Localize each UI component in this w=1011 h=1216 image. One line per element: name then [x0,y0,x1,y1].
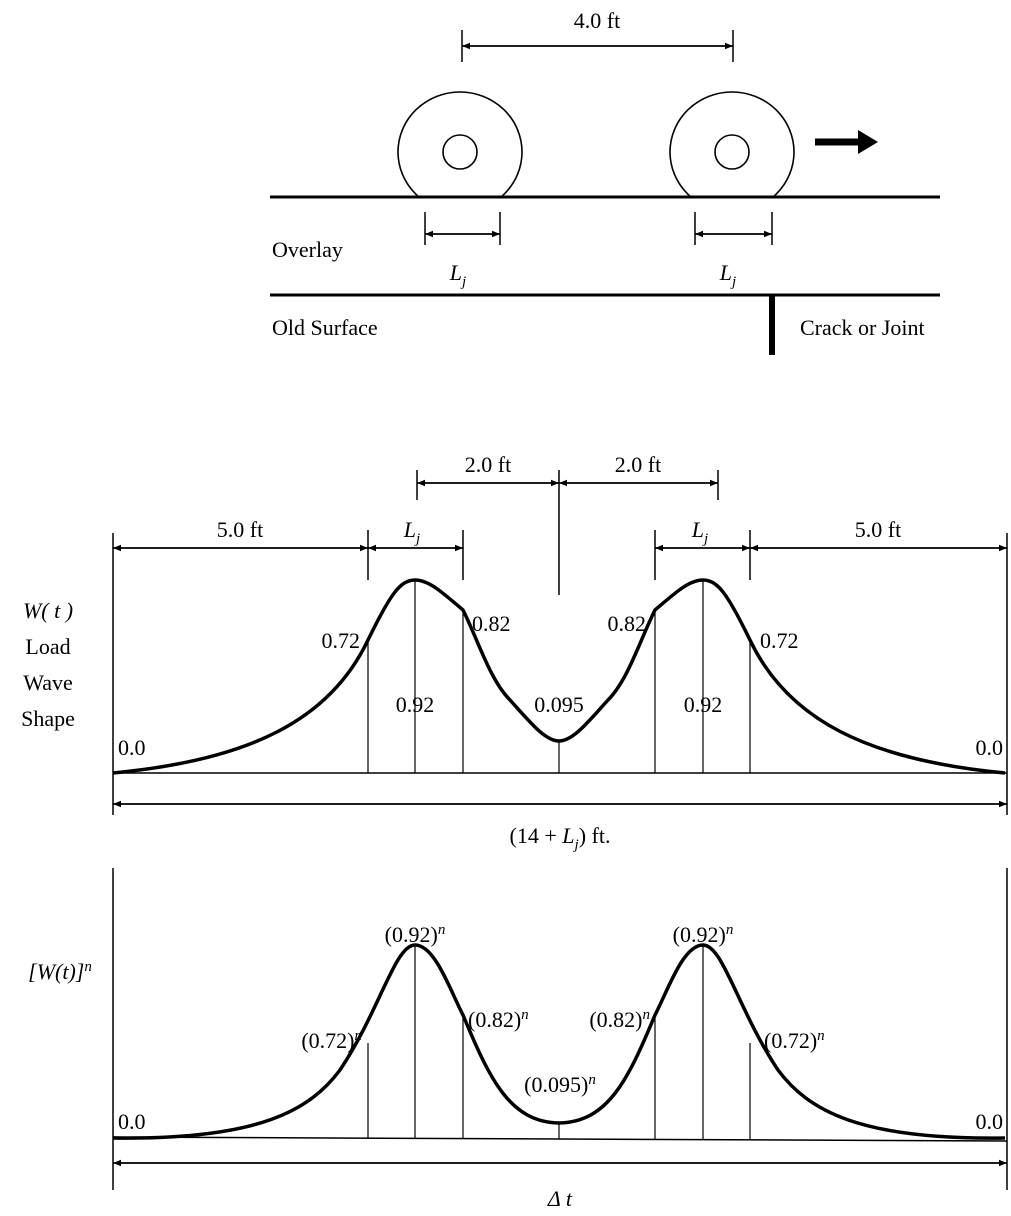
point-label: 0.0 [118,1109,146,1134]
labels: 4.0 ft Lj Lj Overlay Old Surface Crack o… [21,8,1003,1211]
axis-label: W( t ) [23,598,73,623]
axis-label: Load [25,634,70,659]
base: (0.92) [673,922,726,947]
point-label: 0.095 [534,692,584,717]
dim-label: Lj [403,517,420,547]
contact-label: Lj [719,260,736,290]
base: (0.82) [468,1007,521,1032]
hub [715,135,749,169]
duration-label: Δ t [547,1186,573,1211]
dim-label: 2.0 ft [615,452,661,477]
point-label: (0.82)n [468,1007,529,1032]
base: (0.72) [764,1028,817,1053]
contact-label: Lj [449,260,466,290]
base: 0.0 [976,1109,1004,1134]
sup: n [355,1028,363,1044]
hub [443,135,477,169]
point-label: 0.72 [322,628,361,653]
base: (0.095) [524,1072,588,1097]
base: L [561,823,574,848]
point-label: 0.82 [608,611,647,636]
point-label: (0.92)n [385,922,446,947]
base: L [691,517,704,542]
sup: n [643,1007,651,1023]
axis-label: Wave [23,670,73,695]
point-label: (0.72)n [764,1028,825,1053]
sup: n [726,922,734,938]
wheels [398,92,794,212]
layer-label: Overlay [272,237,343,262]
shapes [113,30,1007,1190]
sup: n [521,1007,529,1023]
point-label: (0.095)n [524,1072,596,1097]
axis-label: Shape [21,706,75,731]
wheel [398,92,522,212]
sup: n [84,959,92,975]
point-label: (0.72)n [301,1028,362,1053]
dim-label: 5.0 ft [855,517,901,542]
wheel [670,92,794,212]
width-label: (14 + Lj) ft. [510,823,611,853]
diagram: 4.0 ft Lj Lj Overlay Old Surface Crack o… [0,0,1011,1216]
point-label: 0.0 [976,735,1004,760]
point-label: (0.82)n [589,1007,650,1032]
crack-label: Crack or Joint [800,315,925,340]
point-label: 0.92 [684,692,723,717]
powered-point-labels: 0.0(0.72)n(0.92)n(0.82)n(0.095)n(0.82)n(… [118,922,1003,1134]
layer-label: Old Surface [272,315,378,340]
text: (14 + [510,823,563,848]
point-label: 0.82 [472,611,511,636]
point-label: 0.92 [396,692,435,717]
powered-curve [113,945,1005,1138]
point-label: (0.92)n [673,922,734,947]
sup: n [588,1072,596,1088]
base: L [719,260,732,285]
baseline [113,1137,1007,1141]
point-label: 0.0 [976,1109,1004,1134]
spacing-label: 4.0 ft [574,8,620,33]
base: L [403,517,416,542]
sup: n [438,922,446,938]
base: (0.92) [385,922,438,947]
dim-label: Lj [691,517,708,547]
direction-arrow-head [858,130,878,154]
base: [W(t)] [28,959,84,984]
base: 0.0 [118,1109,146,1134]
base: (0.72) [301,1028,354,1053]
sup: n [817,1028,825,1044]
dim-label: 2.0 ft [465,452,511,477]
base: (0.82) [589,1007,642,1032]
axis-label: [W(t)]n [28,959,92,984]
point-label: 0.72 [760,628,799,653]
dim-label: 5.0 ft [217,517,263,542]
base: L [449,260,462,285]
point-label: 0.0 [118,735,146,760]
text: ) ft. [579,823,611,848]
